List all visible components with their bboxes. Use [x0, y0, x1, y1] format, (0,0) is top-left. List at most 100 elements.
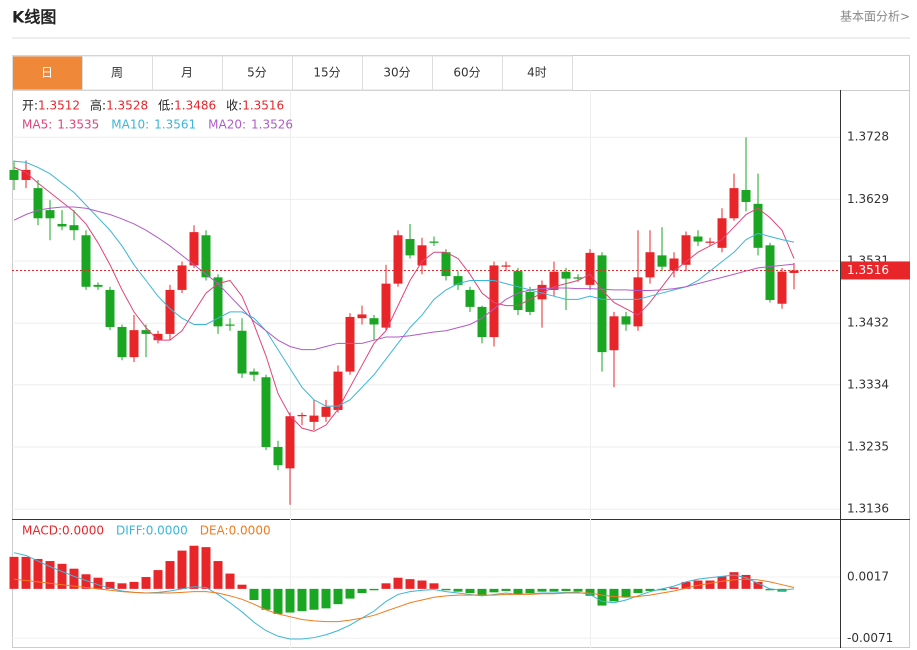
current-price-tag	[841, 261, 910, 280]
macd-bar	[717, 576, 727, 589]
macd-bar	[729, 572, 739, 589]
macd-bar	[189, 545, 199, 589]
candle-body	[465, 289, 475, 307]
candle-body	[669, 258, 679, 271]
candle-body	[381, 283, 391, 328]
legend-text: 1.3526	[251, 118, 293, 132]
macd-bar	[429, 583, 439, 589]
candle-body	[177, 265, 187, 290]
y-tick-label: 1.3728	[847, 130, 889, 144]
candle-body	[513, 271, 523, 311]
ma-line	[13, 206, 795, 351]
tab[interactable]	[222, 55, 293, 91]
candle-body	[309, 415, 319, 422]
legend-text: DEA:	[200, 524, 229, 538]
macd-bar	[621, 588, 631, 598]
candle-body	[273, 447, 283, 466]
candle-body	[261, 377, 271, 447]
macd-bar	[165, 561, 175, 589]
macd-bar	[585, 588, 595, 596]
candle-body	[9, 169, 19, 180]
macd-bar	[489, 588, 499, 593]
candle-body	[633, 277, 643, 327]
macd-bar	[393, 577, 403, 589]
macd-bar	[705, 580, 715, 589]
candle-body	[477, 306, 487, 338]
macd-bar	[609, 588, 619, 602]
candle-body	[369, 318, 379, 325]
legend-text: 1.3512	[38, 99, 80, 113]
candle-body	[117, 326, 127, 358]
macd-bar	[477, 588, 487, 596]
legend-text: 0.0000	[62, 524, 104, 538]
y-tick-label: -0.0071	[847, 631, 893, 645]
tab-label[interactable]: 5分	[247, 66, 267, 80]
legend-text: MA10:	[111, 118, 149, 132]
y-tick-label: 1.3136	[847, 502, 889, 516]
macd-bar	[321, 588, 331, 609]
candle-body	[165, 289, 175, 334]
macd-bar	[645, 588, 655, 591]
tab[interactable]	[12, 55, 83, 91]
macd-bar	[141, 577, 151, 589]
y-tick-label: 1.3235	[847, 440, 889, 454]
candle-body	[681, 235, 691, 265]
candle-body	[285, 416, 295, 469]
tab-label[interactable]: 4时	[527, 66, 547, 80]
candle-body	[417, 245, 427, 266]
tab-label[interactable]: 15分	[313, 66, 340, 80]
tab[interactable]	[292, 55, 363, 91]
macd-bar	[525, 588, 535, 594]
fundamental-link[interactable]: 基本面分析>	[840, 10, 910, 24]
tab-label[interactable]: 日	[41, 66, 53, 80]
legend-text: DIFF:	[116, 524, 146, 538]
tab[interactable]	[362, 55, 433, 91]
legend-text: 0.0000	[146, 524, 188, 538]
candle-body	[81, 235, 91, 287]
macd-bar	[357, 588, 367, 594]
candle-body	[645, 252, 655, 278]
legend-text: 1.3561	[154, 118, 196, 132]
candle-body	[441, 252, 451, 277]
macd-bar	[81, 574, 91, 589]
macd-bar	[93, 577, 103, 589]
candle-body	[297, 414, 307, 417]
macd-bar	[597, 588, 607, 606]
candle-body	[93, 284, 103, 287]
candle-body	[249, 371, 259, 375]
macd-bar	[501, 588, 511, 591]
candle-body	[573, 277, 583, 279]
candle-body	[453, 276, 463, 285]
macd-bar	[129, 581, 139, 589]
macd-bar	[21, 556, 31, 589]
candle-body	[597, 255, 607, 353]
macd-bar	[765, 588, 775, 591]
legend-text: 收:	[226, 99, 242, 113]
candle-body	[189, 232, 199, 266]
candle-body	[405, 239, 415, 256]
tab[interactable]	[432, 55, 503, 91]
candle-body	[45, 210, 55, 219]
macd-bar	[741, 574, 751, 589]
macd-bar	[153, 570, 163, 589]
tab[interactable]	[502, 55, 573, 91]
macd-bar	[513, 588, 523, 595]
legend-text: MA5:	[22, 118, 52, 132]
candle-body	[69, 225, 79, 231]
tab-label[interactable]: 60分	[453, 66, 480, 80]
macd-bar	[237, 584, 247, 589]
macd-bar	[117, 583, 127, 589]
macd-bar	[105, 581, 115, 589]
candle-body	[585, 252, 595, 285]
macd-bar	[549, 588, 559, 592]
candle-body	[321, 406, 331, 417]
candle-body	[225, 324, 235, 326]
tab-label[interactable]: 30分	[383, 66, 410, 80]
macd-bar	[417, 580, 427, 589]
macd-bar	[9, 556, 19, 589]
candle-body	[393, 235, 403, 284]
tab-label[interactable]: 月	[181, 66, 193, 80]
macd-line	[13, 578, 795, 623]
candle-body	[489, 265, 499, 338]
tab-label[interactable]: 周	[111, 66, 123, 80]
